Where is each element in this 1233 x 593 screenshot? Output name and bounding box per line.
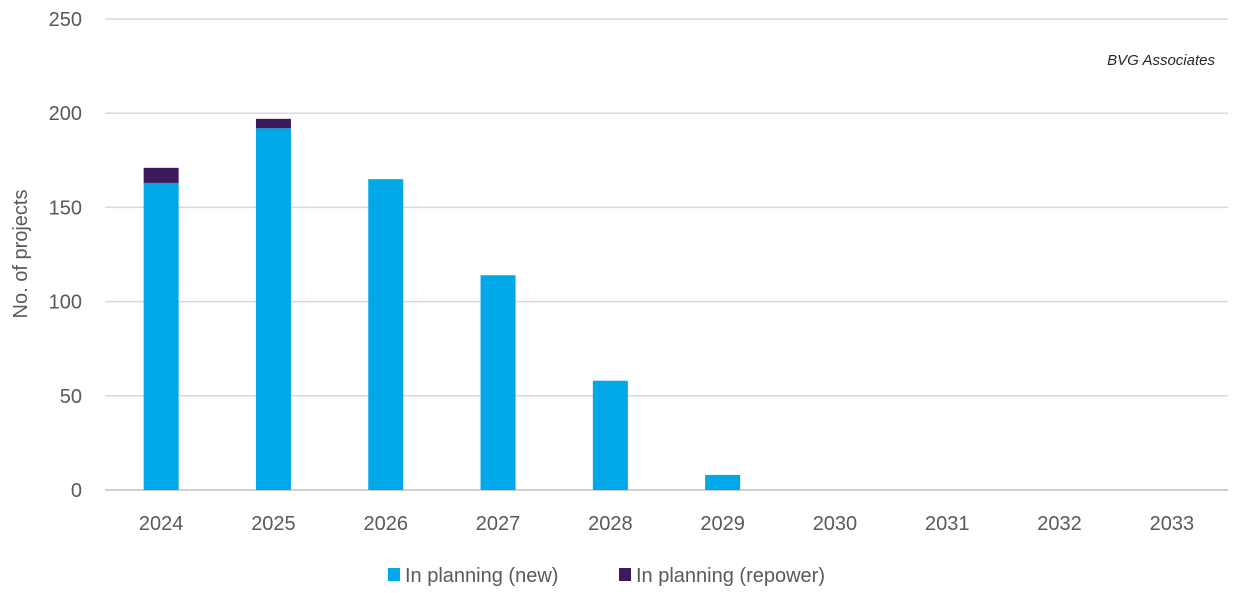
legend-label: In planning (repower) <box>636 565 825 587</box>
legend: In planning (new) In planning (repower) <box>388 565 825 587</box>
y-axis-title: No. of projects <box>10 190 32 319</box>
bar-2025-new <box>256 128 291 490</box>
x-tick-label: 2028 <box>588 513 633 535</box>
x-tick-label: 2024 <box>139 513 184 535</box>
y-tick-label: 0 <box>71 480 82 502</box>
y-tick-label: 100 <box>49 292 82 314</box>
x-axis-ticks: 2024 2025 2026 2027 2028 2029 2030 2031 2032 2033 <box>139 513 1194 535</box>
y-tick-label: 200 <box>49 103 82 125</box>
x-tick-label: 2030 <box>813 513 858 535</box>
y-tick-label: 150 <box>49 197 82 219</box>
legend-label: In planning (new) <box>405 565 558 587</box>
x-tick-label: 2025 <box>251 513 296 535</box>
bar-2027-new <box>481 275 516 490</box>
bar-2024-new <box>144 183 179 490</box>
bar-2026-new <box>368 179 403 490</box>
x-tick-label: 2029 <box>700 513 745 535</box>
bar-2028-new <box>593 381 628 490</box>
bar-2029-new <box>705 475 740 490</box>
legend-swatch <box>619 568 631 581</box>
bar-2025-repower <box>256 119 291 128</box>
x-tick-label: 2027 <box>476 513 521 535</box>
y-axis-ticks: 0 50 100 150 200 250 <box>49 9 82 502</box>
bar-2024-repower <box>144 168 179 183</box>
x-tick-label: 2026 <box>364 513 409 535</box>
x-tick-label: 2032 <box>1037 513 1082 535</box>
y-tick-label: 250 <box>49 9 82 31</box>
bars <box>144 119 741 490</box>
y-tick-label: 50 <box>60 386 82 408</box>
legend-swatch <box>388 568 400 581</box>
x-tick-label: 2033 <box>1150 513 1195 535</box>
x-tick-label: 2031 <box>925 513 970 535</box>
source-annotation: BVG Associates <box>1107 52 1215 69</box>
